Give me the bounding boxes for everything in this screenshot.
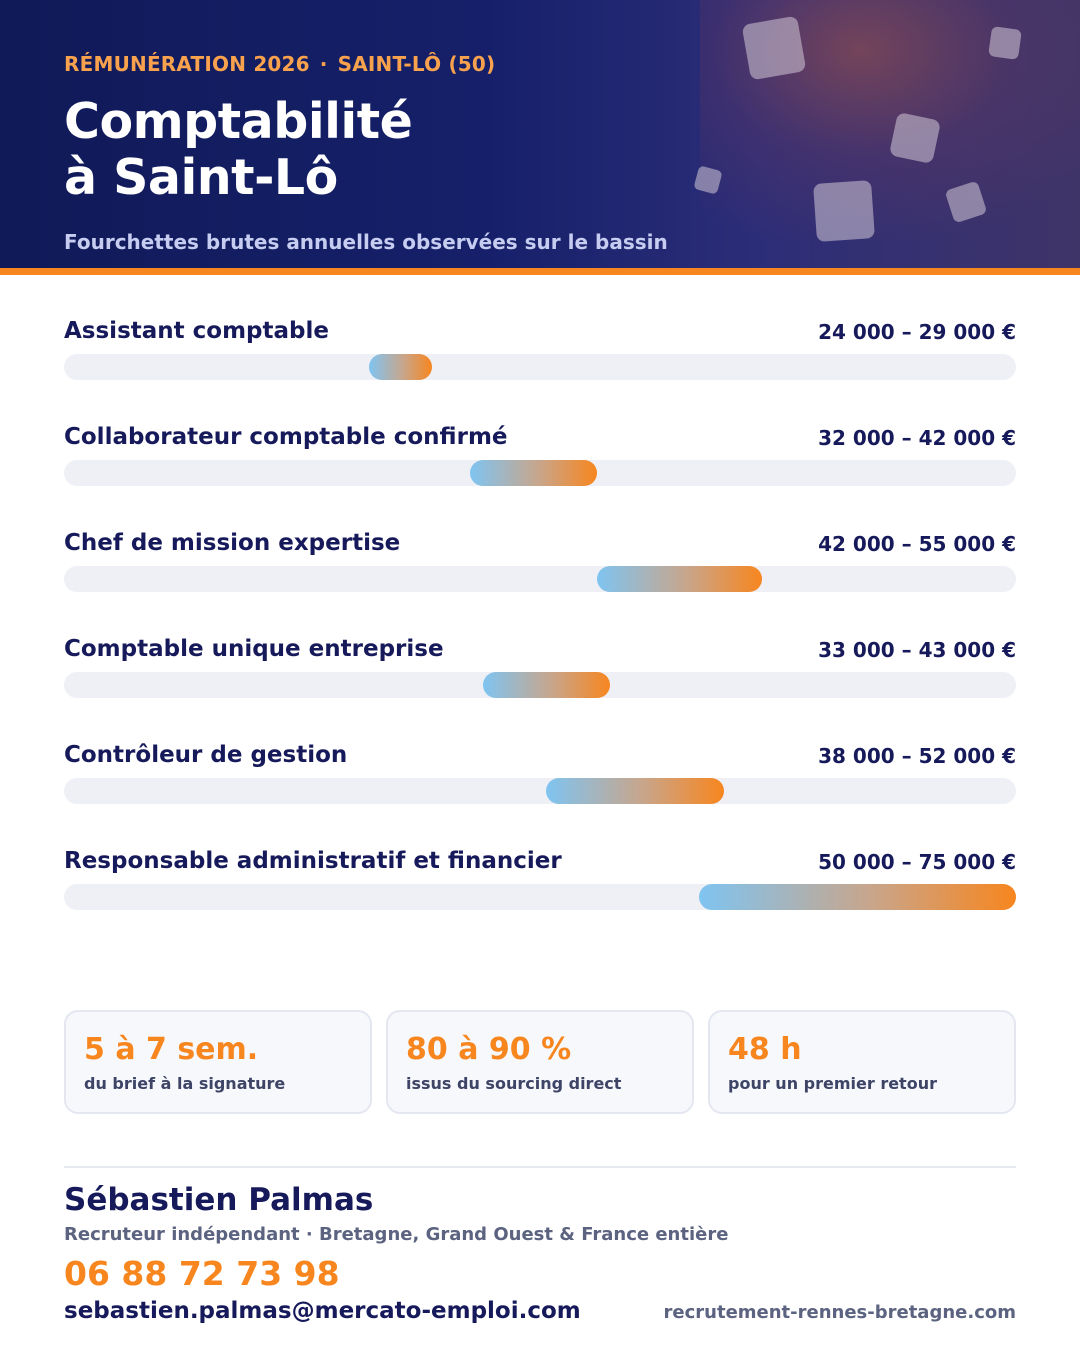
range-track bbox=[64, 566, 1016, 592]
page-subtitle: Fourchettes brutes annuelles observées s… bbox=[64, 230, 668, 254]
stat-caption: du brief à la signature bbox=[84, 1074, 286, 1093]
contact-role: Recruteur indépendant · Bretagne, Grand … bbox=[64, 1224, 729, 1245]
stat-value: 5 à 7 sem. bbox=[84, 1032, 259, 1067]
salary-range: 38 000 – 52 000 € bbox=[818, 744, 1016, 768]
contact-website[interactable]: recrutement-rennes-bretagne.com bbox=[663, 1302, 1016, 1323]
job-title: Collaborateur comptable confirmé bbox=[64, 424, 508, 450]
decorative-square bbox=[741, 15, 807, 81]
stat-card: 48 h pour un premier retour bbox=[708, 1010, 1016, 1114]
salary-range: 42 000 – 55 000 € bbox=[818, 532, 1016, 556]
contact-email[interactable]: sebastien.palmas@mercato-emploi.com bbox=[64, 1298, 581, 1324]
decorative-square bbox=[888, 111, 942, 165]
range-track bbox=[64, 778, 1016, 804]
range-fill bbox=[698, 884, 1016, 910]
stat-card: 80 à 90 % issus du sourcing direct bbox=[386, 1010, 694, 1114]
range-track bbox=[64, 884, 1016, 910]
contact-phone[interactable]: 06 88 72 73 98 bbox=[64, 1254, 340, 1293]
salary-row: Comptable unique entreprise 33 000 – 43 … bbox=[64, 636, 1016, 742]
salary-row: Chef de mission expertise 42 000 – 55 00… bbox=[64, 530, 1016, 636]
title-line-1: Comptabilité bbox=[64, 93, 413, 150]
decorative-square bbox=[813, 180, 875, 242]
header-kicker: RÉMUNÉRATION 2026 · SAINT-LÔ (50) bbox=[64, 52, 495, 76]
job-title: Contrôleur de gestion bbox=[64, 742, 348, 768]
salary-row: Contrôleur de gestion 38 000 – 52 000 € bbox=[64, 742, 1016, 848]
range-track bbox=[64, 672, 1016, 698]
kicker-label: RÉMUNÉRATION 2026 bbox=[64, 52, 310, 76]
kicker-location: SAINT-LÔ (50) bbox=[337, 52, 496, 76]
job-title: Comptable unique entreprise bbox=[64, 636, 444, 662]
salary-range: 24 000 – 29 000 € bbox=[818, 320, 1016, 344]
decorative-square bbox=[988, 26, 1022, 60]
range-track bbox=[64, 354, 1016, 380]
range-track bbox=[64, 460, 1016, 486]
kicker-separator: · bbox=[319, 52, 328, 76]
range-fill bbox=[368, 354, 433, 380]
header-accent-bar bbox=[0, 268, 1080, 275]
salary-row: Assistant comptable 24 000 – 29 000 € bbox=[64, 318, 1016, 424]
title-line-2: à Saint-Lô bbox=[64, 149, 338, 206]
salary-range: 32 000 – 42 000 € bbox=[818, 426, 1016, 450]
salary-range: 33 000 – 43 000 € bbox=[818, 638, 1016, 662]
stat-value: 80 à 90 % bbox=[406, 1032, 572, 1067]
salary-row: Collaborateur comptable confirmé 32 000 … bbox=[64, 424, 1016, 530]
footer-divider bbox=[64, 1166, 1016, 1168]
stat-caption: pour un premier retour bbox=[728, 1074, 937, 1093]
job-title: Assistant comptable bbox=[64, 318, 329, 344]
job-title: Chef de mission expertise bbox=[64, 530, 401, 556]
range-fill bbox=[546, 778, 725, 804]
header-banner: RÉMUNÉRATION 2026 · SAINT-LÔ (50) Comptabi… bbox=[0, 0, 1080, 268]
salary-range: 50 000 – 75 000 € bbox=[818, 850, 1016, 874]
salary-row: Responsable administratif et financier 5… bbox=[64, 848, 1016, 954]
page-title: Comptabilité à Saint-Lô bbox=[64, 93, 413, 206]
stat-value: 48 h bbox=[728, 1032, 802, 1067]
contact-name: Sébastien Palmas bbox=[64, 1182, 374, 1218]
stat-caption: issus du sourcing direct bbox=[406, 1074, 622, 1093]
salary-ranges: Assistant comptable 24 000 – 29 000 € Co… bbox=[64, 318, 1016, 954]
range-fill bbox=[482, 672, 610, 698]
range-fill bbox=[597, 566, 763, 592]
key-figures: 5 à 7 sem. du brief à la signature 80 à … bbox=[64, 1010, 1016, 1114]
range-fill bbox=[470, 460, 598, 486]
job-title: Responsable administratif et financier bbox=[64, 848, 562, 874]
stat-card: 5 à 7 sem. du brief à la signature bbox=[64, 1010, 372, 1114]
